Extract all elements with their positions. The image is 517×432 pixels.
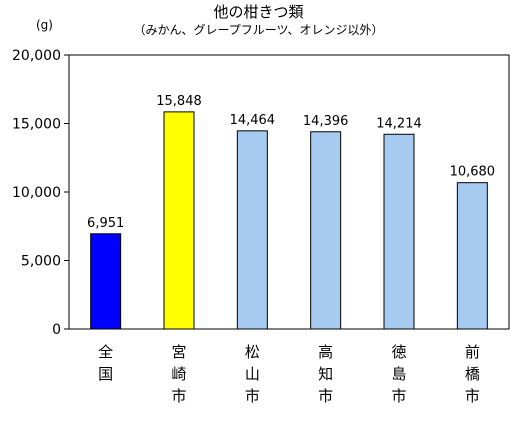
bar [456, 182, 488, 330]
x-tick-label: 全国 [98, 343, 113, 383]
data-label: 15,848 [156, 94, 202, 109]
x-tick-label: 宮崎市 [171, 343, 186, 405]
y-unit-label: (g) [36, 18, 53, 32]
bar [310, 131, 342, 330]
bar [383, 133, 415, 330]
chart-title: 他の柑きつ類 [213, 3, 304, 21]
data-label: 14,396 [303, 114, 349, 129]
data-label: 6,951 [87, 216, 124, 231]
x-tick-label: 前橋市 [465, 343, 480, 405]
y-tick-label: 20,000 [12, 48, 61, 64]
bar [163, 111, 195, 330]
data-label: 14,214 [376, 116, 422, 131]
data-label: 10,680 [450, 165, 496, 180]
y-tick-label: 5,000 [21, 254, 61, 270]
bar [236, 130, 268, 330]
data-label: 14,464 [230, 113, 276, 128]
y-tick-label: 0 [52, 322, 61, 338]
x-tick-label: 徳島市 [391, 343, 406, 405]
x-tick-label: 松山市 [245, 343, 260, 405]
y-tick-label: 10,000 [12, 185, 61, 201]
chart-subtitle: （みかん、グレープフルーツ、オレンジ以外） [133, 23, 384, 37]
plot-frame [68, 54, 510, 330]
y-tick-label: 15,000 [12, 117, 61, 133]
x-tick-label: 高知市 [318, 343, 333, 405]
bar [90, 233, 122, 330]
